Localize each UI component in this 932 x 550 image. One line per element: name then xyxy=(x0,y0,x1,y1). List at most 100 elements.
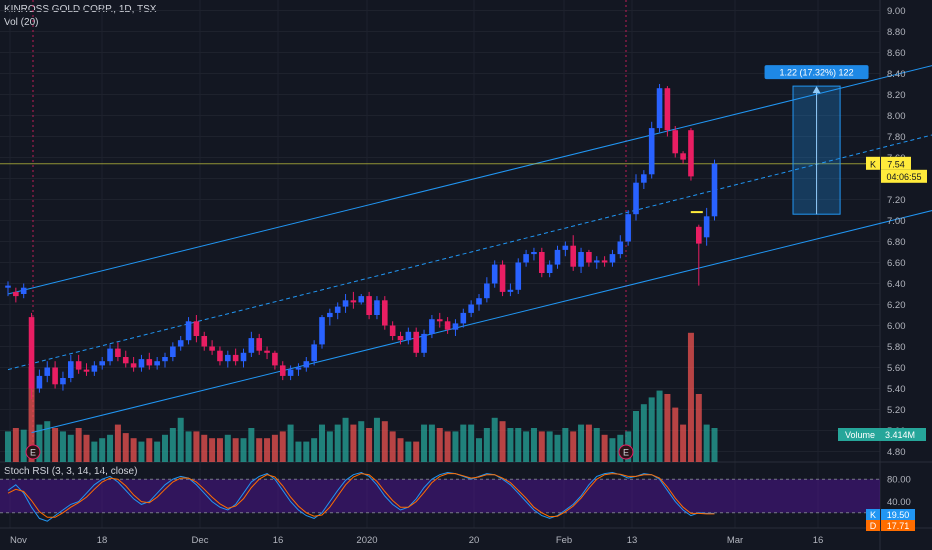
time-tick-label: Feb xyxy=(556,535,572,546)
candle xyxy=(209,346,215,351)
volume-badge-value: 3.414M xyxy=(885,430,915,440)
candle xyxy=(60,378,66,385)
volume-bar xyxy=(44,421,51,462)
candle xyxy=(507,289,514,292)
volume-bar xyxy=(52,428,59,462)
volume-bar xyxy=(154,441,161,462)
candle xyxy=(546,264,553,273)
price-tick-label: 5.80 xyxy=(887,342,906,353)
candle xyxy=(452,323,459,330)
candle xyxy=(327,312,333,318)
candle xyxy=(625,214,631,242)
volume-bar xyxy=(232,438,239,462)
volume-bar xyxy=(138,441,145,462)
price-tick-label: 7.80 xyxy=(887,132,906,143)
volume-bar xyxy=(334,424,341,462)
chart-title: KINROSS GOLD CORP., 1D, TSX xyxy=(4,4,157,15)
volume-bar xyxy=(209,438,216,462)
candle xyxy=(44,367,51,376)
candle xyxy=(554,249,561,265)
volume-bar xyxy=(319,424,325,462)
volume-bar xyxy=(609,438,616,462)
volume-bar xyxy=(216,438,223,462)
candle xyxy=(138,359,145,368)
candle xyxy=(272,352,278,366)
rsi-tick-label: 80.00 xyxy=(887,475,911,486)
volume-bar xyxy=(523,431,530,462)
candle xyxy=(444,321,451,330)
volume-bar xyxy=(633,411,639,462)
volume-bar xyxy=(107,434,114,462)
candle xyxy=(185,321,192,341)
candle xyxy=(656,88,663,129)
candle xyxy=(52,367,58,385)
volume-bar xyxy=(507,428,514,462)
candle xyxy=(703,216,710,238)
volume-bar xyxy=(687,332,694,462)
candle xyxy=(279,365,286,376)
time-tick-label: 13 xyxy=(627,535,638,546)
volume-bar xyxy=(515,428,522,462)
candle xyxy=(342,300,349,307)
volume-bar xyxy=(373,417,380,462)
volume-bar xyxy=(99,438,106,462)
volume-bar xyxy=(67,434,74,462)
candle xyxy=(193,321,200,336)
candle xyxy=(5,285,11,288)
volume-bar xyxy=(5,431,11,462)
price-tick-label: 5.20 xyxy=(887,405,906,416)
earnings-marker xyxy=(618,444,634,460)
candle xyxy=(28,317,35,389)
candle xyxy=(491,264,498,284)
price-tick-label: 5.40 xyxy=(887,384,906,395)
candle xyxy=(397,336,404,341)
volume-bar xyxy=(12,428,19,462)
candle xyxy=(578,252,584,267)
volume-bar xyxy=(224,434,231,462)
price-tick-label: 7.00 xyxy=(887,216,906,227)
volume-bar xyxy=(640,404,647,462)
candle xyxy=(13,291,19,297)
earnings-marker xyxy=(25,444,41,460)
candle xyxy=(374,300,380,315)
earnings-marker-label: E xyxy=(623,448,629,458)
volume-bar xyxy=(20,429,27,462)
volume-bar xyxy=(146,438,153,462)
time-tick-label: 20 xyxy=(469,535,480,546)
volume-bar xyxy=(593,428,600,462)
candle xyxy=(468,304,474,313)
candle xyxy=(311,344,317,362)
last-price-badge xyxy=(881,156,911,170)
candle xyxy=(146,359,153,366)
candle xyxy=(413,331,419,353)
candle xyxy=(358,296,365,303)
volume-bar xyxy=(177,417,184,462)
candle xyxy=(429,319,435,334)
volume-bar xyxy=(491,417,498,462)
candle xyxy=(201,336,208,347)
time-tick-label: 16 xyxy=(273,535,284,546)
volume-bar xyxy=(483,428,490,462)
volume-bar xyxy=(75,428,82,462)
volume-bar xyxy=(59,431,66,462)
candle xyxy=(162,357,168,362)
volume-bar xyxy=(279,431,286,462)
price-tick-label: 8.80 xyxy=(887,27,906,38)
candle xyxy=(562,245,569,250)
candle xyxy=(232,354,239,362)
volume-bar xyxy=(695,394,702,462)
k-value: 19.50 xyxy=(887,510,910,520)
candle xyxy=(217,350,223,362)
volume-bar xyxy=(240,438,247,462)
candle xyxy=(609,254,616,263)
volume-bar xyxy=(397,438,404,462)
volume-bar xyxy=(405,441,412,462)
volume-bar xyxy=(295,441,302,462)
volume-badge-label: Volume xyxy=(845,430,875,440)
volume-bar xyxy=(413,441,420,462)
volume-bar xyxy=(389,431,396,462)
candle xyxy=(641,174,647,183)
marker-badge xyxy=(866,156,880,170)
candle xyxy=(122,357,129,364)
